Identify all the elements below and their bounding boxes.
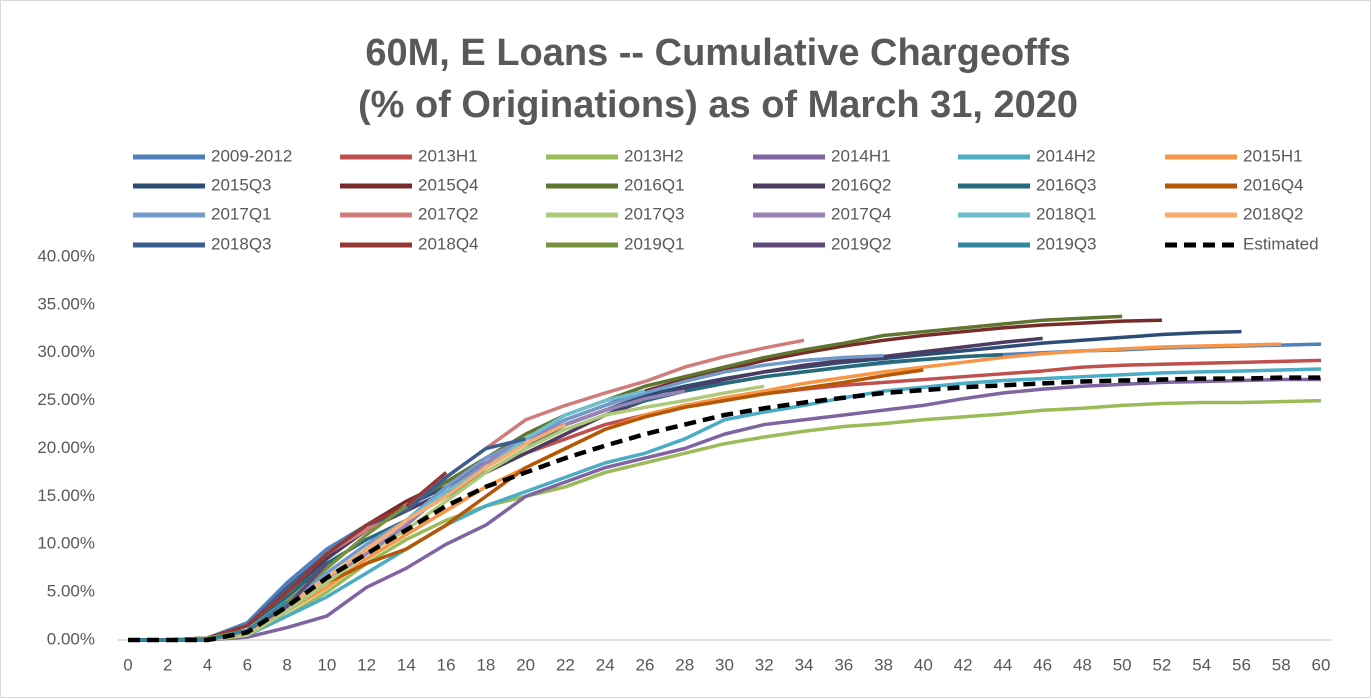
series-line	[128, 377, 1321, 642]
legend-label: 2017Q1	[211, 204, 272, 223]
x-tick-label: 48	[1073, 655, 1092, 674]
legend-label: 2015Q3	[211, 175, 272, 194]
x-tick-label: 44	[993, 655, 1012, 674]
x-tick-label: 2	[163, 655, 172, 674]
x-tick-label: 56	[1232, 655, 1251, 674]
series-line	[128, 375, 1321, 643]
x-tick-label: 18	[476, 655, 495, 674]
legend-label: 2013H2	[624, 146, 684, 165]
series-line	[128, 342, 1282, 642]
x-tick-label: 8	[282, 655, 291, 674]
legend-label: 2016Q1	[624, 175, 685, 194]
series-line	[128, 398, 1322, 642]
x-tick-label: 0	[123, 655, 132, 674]
x-tick-label: 12	[357, 655, 376, 674]
x-tick-label: 58	[1272, 655, 1291, 674]
legend-label: 2016Q4	[1243, 175, 1304, 194]
x-tick-label: 42	[954, 655, 973, 674]
legend-label: 2018Q2	[1243, 204, 1304, 223]
legend-label: 2016Q3	[1036, 175, 1097, 194]
y-tick-label: 0.00%	[47, 629, 95, 648]
legend-label: 2009-2012	[211, 146, 292, 165]
legend-label: 2015H1	[1243, 146, 1303, 165]
x-tick-label: 38	[874, 655, 893, 674]
x-tick-label: 22	[556, 655, 575, 674]
x-tick-label: 24	[596, 655, 615, 674]
legend-label: 2015Q4	[418, 175, 479, 194]
y-tick-label: 15.00%	[37, 486, 95, 505]
x-tick-label: 50	[1113, 655, 1132, 674]
legend-label: 2018Q4	[418, 234, 479, 253]
y-tick-label: 20.00%	[37, 438, 95, 457]
x-tick-label: 54	[1192, 655, 1211, 674]
y-tick-label: 40.00%	[37, 246, 95, 265]
x-tick-label: 34	[795, 655, 814, 674]
legend-label: 2013H1	[418, 146, 478, 165]
x-tick-label: 40	[914, 655, 933, 674]
y-tick-label: 35.00%	[37, 294, 95, 313]
x-tick-label: 20	[516, 655, 535, 674]
legend-label: 2017Q4	[831, 204, 892, 223]
x-tick-label: 28	[675, 655, 694, 674]
y-tick-label: 25.00%	[37, 390, 95, 409]
legend-label: 2019Q3	[1036, 234, 1097, 253]
x-tick-label: 30	[715, 655, 734, 674]
x-tick-label: 60	[1312, 655, 1331, 674]
x-tick-label: 16	[437, 655, 456, 674]
legend-label: 2014H1	[831, 146, 891, 165]
legend-label: 2014H2	[1036, 146, 1096, 165]
legend-label: 2017Q3	[624, 204, 685, 223]
x-tick-label: 52	[1152, 655, 1171, 674]
y-tick-label: 5.00%	[47, 582, 95, 601]
x-tick-label: 14	[397, 655, 416, 674]
legend-label: 2019Q2	[831, 234, 892, 253]
chart-title: (% of Originations) as of March 31, 2020	[358, 84, 1078, 126]
series-line	[128, 367, 1322, 642]
y-tick-label: 10.00%	[37, 534, 95, 553]
x-tick-label: 26	[636, 655, 655, 674]
x-tick-label: 10	[317, 655, 336, 674]
x-tick-label: 6	[243, 655, 252, 674]
legend-label: 2018Q3	[211, 234, 272, 253]
y-tick-label: 30.00%	[37, 342, 95, 361]
x-tick-label: 32	[755, 655, 774, 674]
chart-title: 60M, E Loans -- Cumulative Chargeoffs	[365, 32, 1070, 74]
legend-label: 2019Q1	[624, 234, 685, 253]
legend-label: 2016Q2	[831, 175, 892, 194]
x-tick-label: 36	[834, 655, 853, 674]
x-tick-label: 4	[203, 655, 212, 674]
x-tick-label: 46	[1033, 655, 1052, 674]
legend-label: 2017Q2	[418, 204, 479, 223]
legend-label: Estimated	[1243, 234, 1319, 253]
legend-label: 2018Q1	[1036, 204, 1097, 223]
